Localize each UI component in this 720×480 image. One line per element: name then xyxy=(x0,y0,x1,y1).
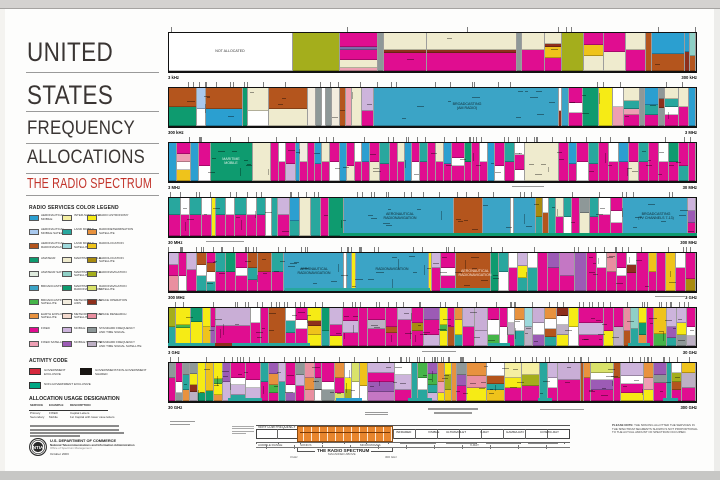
svg-text:NTIA: NTIA xyxy=(33,444,44,449)
